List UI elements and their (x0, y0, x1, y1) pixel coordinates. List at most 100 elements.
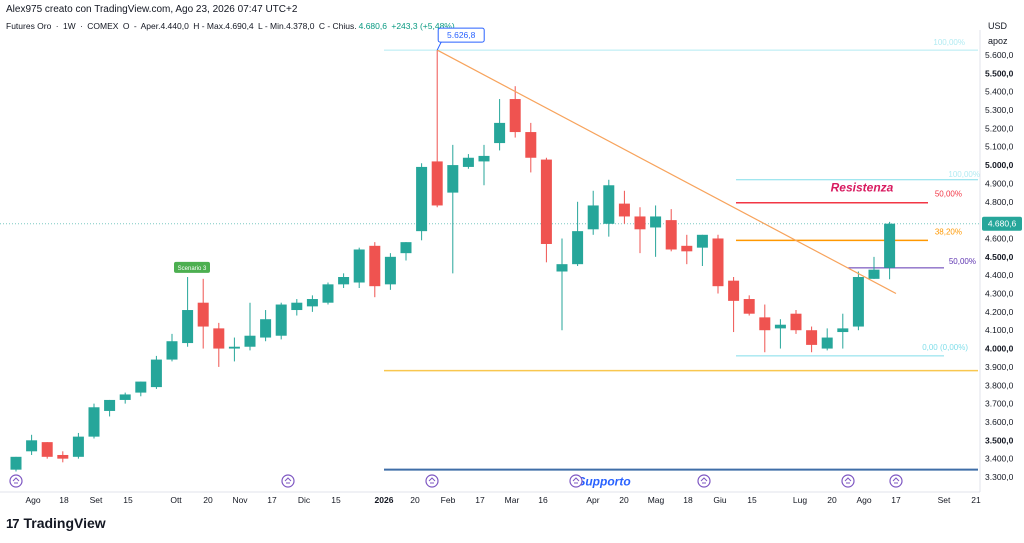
y-tick-label: 3.700,0 (985, 399, 1014, 409)
candle-body (88, 407, 100, 437)
candle-body (41, 442, 53, 457)
event-circle (889, 474, 903, 488)
x-tick-label: Mar (505, 495, 520, 505)
y-tick-label: 3.900,0 (985, 362, 1014, 372)
currency-label[interactable]: USD (988, 21, 1008, 31)
event-glyph (892, 477, 900, 484)
x-tick-label: Ago (856, 495, 871, 505)
fib-50-purple-label: 50,00% (949, 257, 976, 266)
x-tick-label: Ott (170, 495, 182, 505)
x-tick-label: Set (938, 495, 951, 505)
close-key: C - Chius. (318, 21, 357, 31)
candle-body (338, 277, 350, 285)
candle-body (197, 302, 209, 327)
x-tick-label: 17 (267, 495, 277, 505)
event-marker-icon[interactable] (697, 474, 711, 488)
candle-body (665, 220, 677, 250)
y-tick-label: 5.600,0 (985, 50, 1014, 60)
x-tick-label: Mag (648, 495, 665, 505)
candle-body (759, 317, 771, 331)
y-tick-label: 4.000,0 (985, 344, 1014, 354)
candle-body (884, 223, 896, 268)
event-glyph (428, 477, 436, 484)
candle-body (821, 337, 833, 349)
event-circle (841, 474, 855, 488)
candle-body (540, 159, 552, 244)
x-tick-label: Apr (586, 495, 599, 505)
candle-body (213, 328, 225, 349)
x-tick-label: Lug (793, 495, 807, 505)
event-circle (697, 474, 711, 488)
fib-38-label: 38,20% (935, 227, 962, 236)
x-tick-label: 20 (619, 495, 629, 505)
event-marker-icon[interactable] (569, 474, 583, 488)
event-glyph (12, 477, 20, 484)
lightning-event-icon[interactable] (889, 474, 903, 488)
y-tick-label: 3.500,0 (985, 435, 1014, 445)
candle-body (119, 394, 131, 400)
y-tick-label: 5.300,0 (985, 105, 1014, 115)
candle-body (603, 185, 615, 224)
candle-body (852, 277, 864, 327)
y-tick-label: 4.100,0 (985, 325, 1014, 335)
candle-body (10, 456, 22, 470)
x-tick-label: Ago (25, 495, 40, 505)
candle-body (104, 399, 116, 411)
y-tick-label: 5.000,0 (985, 160, 1014, 170)
candle-body (260, 319, 272, 338)
peak-callout-box (437, 27, 485, 43)
candle-body (135, 381, 147, 393)
y-tick-label: 5.400,0 (985, 87, 1014, 97)
event-marker-icon[interactable] (841, 474, 855, 488)
event-marker-icon[interactable] (281, 474, 295, 488)
symbol-name[interactable]: Futures Oro (6, 21, 52, 31)
candle-body (57, 454, 69, 459)
symbol-ohlc-legend: Futures Oro · 1W · COMEX O - Aper.4.440,… (6, 21, 455, 31)
fib-100-top-label: 100,00% (933, 38, 965, 47)
y-tick-label: 5.100,0 (985, 142, 1014, 152)
y-tick-label: 5.500,0 (985, 68, 1014, 78)
candle-body (150, 359, 162, 388)
candle-body (182, 310, 194, 344)
x-tick-label: 18 (683, 495, 693, 505)
x-tick-label: 20 (410, 495, 420, 505)
y-tick-label: 4.600,0 (985, 233, 1014, 243)
high-value: H - Max.4.690,4 (193, 21, 254, 31)
x-tick-label: Feb (441, 495, 456, 505)
x-tick-label: Dic (298, 495, 311, 505)
event-circle (569, 474, 583, 488)
event-circle (9, 474, 23, 488)
candle-body (306, 299, 318, 307)
open-key: O (122, 21, 130, 31)
close-value: 4.680,6 (358, 21, 387, 31)
candle-body (743, 299, 755, 314)
y-tick-label: 3.400,0 (985, 454, 1014, 464)
x-tick-label: 20 (203, 495, 213, 505)
candle-body (525, 132, 537, 158)
y-tick-label: 4.500,0 (985, 252, 1014, 262)
candle-body (369, 245, 381, 287)
scale-mode-label[interactable]: apoz (988, 36, 1008, 46)
peak-label: 5.626,8 (447, 30, 476, 40)
x-tick-label: 16 (538, 495, 548, 505)
event-marker-icon[interactable] (9, 474, 23, 488)
x-tick-label: 17 (891, 495, 901, 505)
x-tick-label: 15 (331, 495, 341, 505)
fib-100-second-label: 100,00% (948, 170, 980, 179)
x-tick-label: Set (90, 495, 103, 505)
y-tick-label: 4.400,0 (985, 270, 1014, 280)
event-marker-icon[interactable] (425, 474, 439, 488)
interval[interactable]: 1W (62, 21, 76, 31)
change-value: +243,3 (+5,48%) (391, 21, 455, 31)
candle-body (291, 302, 303, 311)
candle-body (166, 341, 178, 360)
open-value: Aper.4.440,0 (140, 21, 189, 31)
last-price-label: 4.680,6 (988, 219, 1017, 229)
fib-0-label: 0,00 (0,00%) (922, 343, 968, 352)
candle-body (868, 269, 880, 279)
candle-body (587, 205, 599, 230)
candle-body (400, 242, 412, 254)
scenario-label: Scenario 3 (178, 266, 207, 272)
x-tick-label: 20 (827, 495, 837, 505)
